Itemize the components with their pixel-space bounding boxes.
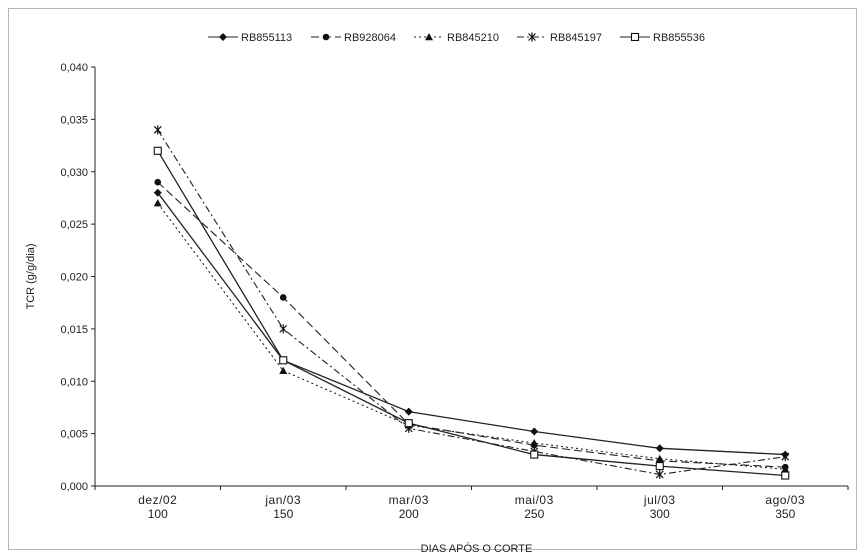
legend-label: RB855113 xyxy=(241,32,292,44)
x-tick-label-days: 300 xyxy=(650,507,670,521)
y-axis-ticks: 0,000 0,005 0,010 0,015 0,020 0,025 0,030 0,035… xyxy=(60,62,95,493)
x-tick-label-month: jan/03 xyxy=(264,493,301,507)
legend: RB855113 RB928064 RB845210 RB845197 RB855536 xyxy=(208,32,705,44)
y-tick-label: 0,025 xyxy=(60,219,88,231)
data-point xyxy=(153,188,162,197)
legend-label: RB845210 xyxy=(447,32,499,44)
x-tick-label-days: 100 xyxy=(148,507,168,521)
data-point xyxy=(655,469,664,479)
y-tick-label: 0,015 xyxy=(60,324,88,336)
legend-marker xyxy=(425,33,433,41)
legend-label: RB928064 xyxy=(344,32,396,44)
data-point xyxy=(655,454,664,462)
x-tick-label-month: jul/03 xyxy=(643,493,676,507)
x-tick-label-days: 250 xyxy=(524,507,544,521)
legend-item: RB855113 xyxy=(208,32,292,44)
series-line xyxy=(157,150,786,477)
x-tick-label-month: dez/02 xyxy=(138,493,177,507)
axes: 0,000 0,005 0,010 0,015 0,020 0,025 0,030 0,035… xyxy=(25,62,849,555)
series-RB855113 xyxy=(153,188,790,459)
series-line xyxy=(157,129,786,476)
series-line xyxy=(157,202,786,470)
data-point xyxy=(781,452,790,462)
y-axis-label: TCR (g/g/dia) xyxy=(25,243,37,309)
y-tick-label: 0,005 xyxy=(60,429,88,441)
data-point xyxy=(404,419,413,428)
y-tick-label: 0,020 xyxy=(60,272,88,284)
chart-frame xyxy=(8,8,857,550)
x-tick-label-days: 200 xyxy=(399,507,419,521)
legend-marker xyxy=(630,32,640,42)
x-tick-label-month: mai/03 xyxy=(515,493,554,507)
legend-marker xyxy=(528,32,536,42)
data-point xyxy=(655,444,664,453)
legend-label: RB845197 xyxy=(550,32,602,44)
data-point xyxy=(781,471,790,480)
plot-area xyxy=(153,125,790,480)
series-line xyxy=(157,181,786,468)
data-point xyxy=(279,324,288,334)
legend-marker xyxy=(322,33,330,41)
legend-item: RB855536 xyxy=(620,32,705,44)
data-point xyxy=(279,294,287,301)
x-tick-label-month: mar/03 xyxy=(389,493,429,507)
y-tick-label: 0,000 xyxy=(60,481,88,493)
x-tick-label-days: 150 xyxy=(273,507,293,521)
legend-item: RB845197 xyxy=(517,32,602,44)
x-tick-label-days: 350 xyxy=(775,507,795,521)
data-point xyxy=(153,199,162,207)
series-RB845197 xyxy=(153,125,790,479)
data-point xyxy=(530,439,539,447)
y-tick-label: 0,040 xyxy=(60,62,88,74)
legend-label: RB855536 xyxy=(653,32,705,44)
data-point xyxy=(153,125,162,135)
legend-item: RB928064 xyxy=(311,32,396,44)
data-point xyxy=(279,366,288,374)
x-tick-label-month: ago/03 xyxy=(765,493,805,507)
legend-marker xyxy=(219,33,227,41)
series-RB845210 xyxy=(153,199,790,473)
data-point xyxy=(781,465,790,473)
data-point xyxy=(153,146,162,155)
data-point xyxy=(404,407,413,416)
data-point xyxy=(279,356,288,365)
data-point xyxy=(530,427,539,436)
y-tick-label: 0,010 xyxy=(60,376,88,388)
y-tick-label: 0,030 xyxy=(60,167,88,179)
data-point xyxy=(655,462,664,471)
data-point xyxy=(154,178,162,186)
x-axis-label: DIAS APÓS O CORTE xyxy=(421,542,533,555)
series-RB928064 xyxy=(154,178,789,471)
y-tick-label: 0,035 xyxy=(60,114,88,126)
series-line xyxy=(157,192,786,456)
legend-item: RB845210 xyxy=(414,32,499,44)
data-point xyxy=(530,450,539,459)
series-RB855536 xyxy=(153,146,790,480)
